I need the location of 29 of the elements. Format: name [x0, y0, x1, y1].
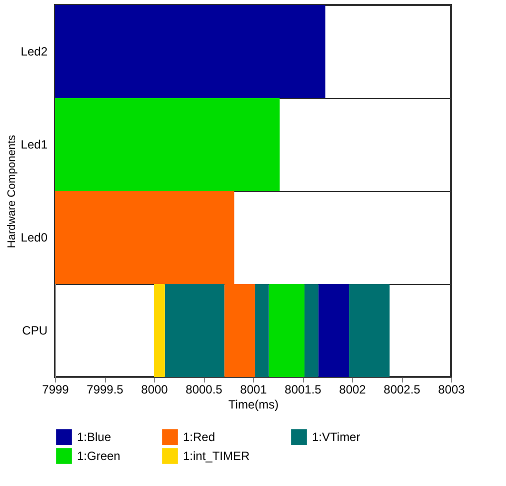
y-tick-label: CPU	[22, 324, 48, 338]
bar	[55, 98, 280, 191]
x-tick-label: 8002.5	[384, 382, 421, 396]
legend-label: 1:VTimer	[312, 430, 360, 444]
x-tick-label: 8001.5	[284, 382, 322, 396]
x-tick-label: 8003	[438, 382, 466, 396]
x-tick-label: 8000	[141, 382, 168, 396]
x-tick-label: 8001	[240, 382, 268, 396]
bar	[304, 284, 318, 377]
y-tick-label: Led1	[20, 138, 48, 152]
x-tick-label: 8000.5	[186, 382, 223, 396]
bar	[154, 284, 165, 377]
x-tick-label: 7999	[42, 382, 70, 396]
legend-label: 1:int_TIMER	[183, 449, 250, 463]
y-tick-label: Led2	[20, 44, 48, 58]
legend-label: 1:Green	[77, 449, 120, 463]
bar	[254, 284, 269, 377]
y-tick-label: Led0	[20, 230, 48, 244]
bar	[55, 5, 326, 98]
legend-label: 1:Red	[183, 430, 216, 444]
x-axis-title: Time(ms)	[228, 398, 279, 412]
bar	[268, 284, 304, 377]
bar	[164, 284, 224, 377]
legend-label: 1:Blue	[77, 430, 112, 444]
y-axis-title: Hardware Components	[6, 134, 18, 248]
bar	[318, 284, 350, 377]
bar	[349, 284, 390, 377]
x-tick-label: 7999.5	[86, 382, 124, 396]
x-tick-label: 8002	[339, 382, 366, 396]
